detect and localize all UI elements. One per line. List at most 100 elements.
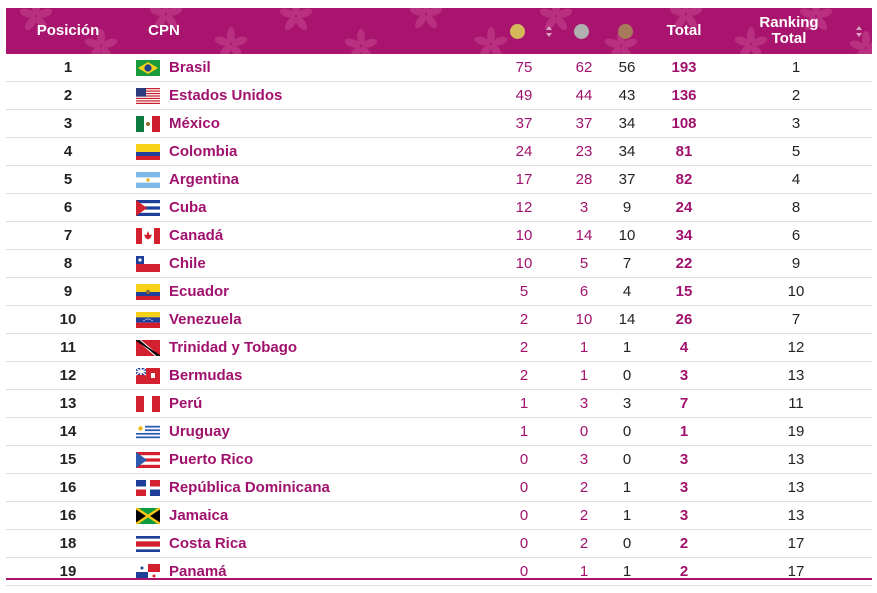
row-position: 4 xyxy=(63,143,73,160)
gold-count: 1 xyxy=(519,423,529,440)
country-name-link[interactable]: Perú xyxy=(169,395,203,412)
country-name-link[interactable]: Bermudas xyxy=(169,367,243,384)
total-count: 82 xyxy=(675,171,693,188)
bronze-count: 1 xyxy=(622,563,632,580)
total-count: 7 xyxy=(679,395,689,412)
silver-medal-icon xyxy=(574,24,589,39)
country-name-link[interactable]: Costa Rica xyxy=(169,535,247,552)
colombia-flag-icon xyxy=(136,138,160,165)
total-count: 34 xyxy=(675,227,693,244)
country-name-link[interactable]: Estados Unidos xyxy=(169,87,283,104)
canada-flag-icon xyxy=(136,222,160,249)
gold-count: 2 xyxy=(519,311,529,328)
sort-ranking-icon[interactable] xyxy=(856,26,863,37)
silver-count: 2 xyxy=(579,535,589,552)
jamaica-flag-icon xyxy=(135,502,161,529)
table-row: 11 Trinidad y Tobago 2 1 1 4 12 xyxy=(6,334,872,362)
total-count: 22 xyxy=(675,255,693,272)
venezuela-flag-icon xyxy=(136,306,160,333)
country-name-link[interactable]: República Dominicana xyxy=(169,479,330,496)
bronze-count: 9 xyxy=(622,199,632,216)
gold-count: 17 xyxy=(515,171,533,188)
table-row: 19 Panamá 0 1 1 2 17 xyxy=(6,558,872,586)
silver-count: 37 xyxy=(575,115,593,132)
bronze-count: 10 xyxy=(618,227,636,244)
country-name-link[interactable]: Puerto Rico xyxy=(169,451,254,468)
country-name-link[interactable]: Canadá xyxy=(169,227,224,244)
gold-count: 37 xyxy=(515,115,533,132)
bronze-count: 1 xyxy=(622,507,632,524)
country-name-link[interactable]: Trinidad y Tobago xyxy=(169,339,298,356)
row-position: 1 xyxy=(63,59,73,76)
bronze-count: 0 xyxy=(622,451,632,468)
silver-count: 3 xyxy=(579,451,589,468)
table-row: 1 Brasil 75 62 56 193 1 xyxy=(6,54,872,82)
country-name-link[interactable]: Chile xyxy=(169,255,206,272)
country-name-link[interactable]: Venezuela xyxy=(169,311,242,328)
table-row: 8 Chile 10 5 7 22 9 xyxy=(6,250,872,278)
country-name-link[interactable]: Argentina xyxy=(169,171,240,188)
ecuador-flag-icon xyxy=(136,278,160,305)
table-header: Posición CPN Total Ranking Total xyxy=(6,8,872,54)
header-ranking-line1: Ranking xyxy=(759,14,819,31)
bronze-count: 0 xyxy=(622,367,632,384)
ranking-total: 13 xyxy=(787,507,805,524)
ranking-total: 10 xyxy=(787,283,805,300)
ranking-total: 4 xyxy=(791,171,801,188)
sort-gold-icon[interactable] xyxy=(546,26,553,37)
bronze-count: 56 xyxy=(618,59,636,76)
country-name-link[interactable]: Panamá xyxy=(169,563,227,580)
total-count: 15 xyxy=(675,283,693,300)
gold-count: 1 xyxy=(519,395,529,412)
ranking-total: 7 xyxy=(791,311,801,328)
ranking-total: 5 xyxy=(791,143,801,160)
mexico-flag-icon xyxy=(136,110,160,137)
bronze-count: 14 xyxy=(618,311,636,328)
total-count: 193 xyxy=(671,59,697,76)
table-row: 18 Costa Rica 0 2 0 2 17 xyxy=(6,530,872,558)
total-count: 3 xyxy=(679,507,689,524)
costa-rica-flag-icon xyxy=(136,530,160,557)
gold-count: 0 xyxy=(519,479,529,496)
ranking-total: 13 xyxy=(787,367,805,384)
gold-count: 75 xyxy=(515,59,533,76)
gold-count: 5 xyxy=(519,283,529,300)
country-name-link[interactable]: Jamaica xyxy=(169,507,229,524)
ranking-total: 17 xyxy=(787,535,805,552)
total-count: 2 xyxy=(679,563,689,580)
country-name-link[interactable]: Cuba xyxy=(169,199,207,216)
row-position: 14 xyxy=(59,423,77,440)
ranking-total: 19 xyxy=(787,423,805,440)
table-row: 2 Estados Unidos 49 44 43 136 2 xyxy=(6,82,872,110)
silver-count: 6 xyxy=(579,283,589,300)
bronze-count: 43 xyxy=(618,87,636,104)
brazil-flag-icon xyxy=(136,54,160,81)
silver-count: 1 xyxy=(579,563,589,580)
bronze-count: 3 xyxy=(622,395,632,412)
bronze-count: 0 xyxy=(622,535,632,552)
bronze-medal-icon xyxy=(618,24,633,39)
ranking-total: 9 xyxy=(791,255,801,272)
header-total[interactable]: Total xyxy=(666,22,702,39)
row-position: 15 xyxy=(59,451,77,468)
table-row: 16 República Dominicana 0 2 1 3 13 xyxy=(6,474,872,502)
gold-count: 10 xyxy=(515,227,533,244)
total-count: 81 xyxy=(675,143,693,160)
total-count: 108 xyxy=(671,115,697,132)
country-name-link[interactable]: Ecuador xyxy=(169,283,230,300)
header-ranking-total[interactable]: Ranking Total xyxy=(751,8,827,54)
country-name-link[interactable]: México xyxy=(169,115,220,132)
usa-flag-icon xyxy=(136,82,160,109)
country-name-link[interactable]: Brasil xyxy=(169,59,211,76)
row-position: 19 xyxy=(59,563,77,580)
gold-count: 2 xyxy=(519,367,529,384)
table-body: 1 Brasil 75 62 56 193 1 2 Estados Unidos 49 44 43 13… xyxy=(6,54,872,586)
header-posicion[interactable]: Posición xyxy=(36,22,100,39)
bronze-count: 34 xyxy=(618,115,636,132)
country-name-link[interactable]: Colombia xyxy=(169,143,238,160)
row-position: 9 xyxy=(63,283,73,300)
bermuda-flag-icon xyxy=(135,362,160,389)
country-name-link[interactable]: Uruguay xyxy=(169,423,230,440)
header-cpn[interactable]: CPN xyxy=(148,22,180,39)
bronze-count: 7 xyxy=(622,255,632,272)
